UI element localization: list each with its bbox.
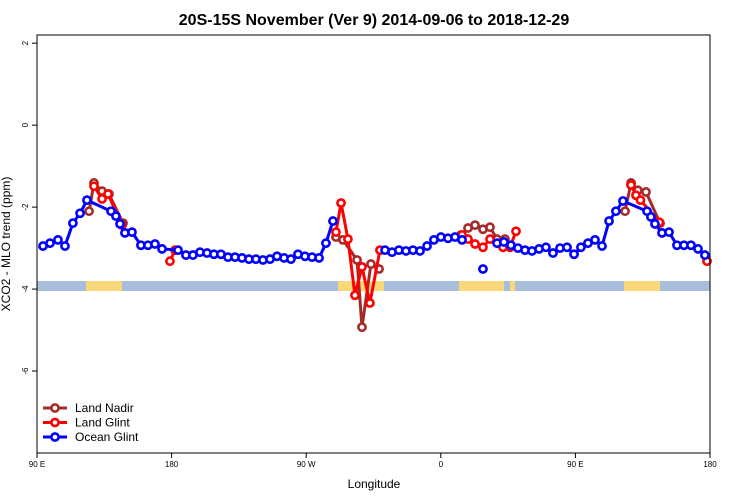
x-tick-label: 180: [165, 460, 179, 469]
point: [336, 198, 346, 208]
point: [111, 211, 121, 222]
point: [569, 249, 579, 260]
point: [485, 234, 495, 244]
point: [650, 219, 660, 229]
point: [485, 222, 495, 233]
land-band: [510, 281, 515, 291]
point: [150, 239, 160, 249]
y-tick-label: -4: [21, 285, 30, 293]
legend-marker: [50, 432, 60, 442]
land-band: [86, 281, 122, 291]
x-tick-label: 90 E: [29, 460, 45, 469]
point: [365, 298, 375, 308]
point: [618, 196, 628, 206]
y-tick-label: 0: [21, 122, 30, 127]
point: [350, 290, 360, 301]
legend-marker: [50, 403, 60, 413]
point: [45, 238, 55, 249]
point: [331, 227, 341, 238]
point: [422, 241, 432, 251]
point: [641, 187, 651, 197]
point: [646, 212, 656, 222]
point: [343, 234, 353, 244]
point: [314, 253, 324, 263]
point: [511, 226, 521, 237]
point: [60, 241, 70, 251]
point: [53, 235, 63, 245]
plot-frame: [36, 34, 711, 454]
point: [157, 244, 167, 254]
point: [541, 242, 551, 253]
point: [366, 259, 376, 269]
y-axis-label: XCO2 - MLO trend (ppm): [0, 177, 13, 312]
point: [75, 208, 85, 219]
x-tick-label: 90 W: [297, 460, 316, 469]
legend-label: Land Nadir: [75, 401, 134, 415]
y-tick-label: -2: [21, 203, 30, 211]
point: [286, 254, 296, 265]
point: [328, 216, 338, 226]
land-band: [624, 281, 660, 291]
legend-marker: [50, 417, 60, 428]
point: [115, 219, 125, 229]
land-band: [459, 281, 504, 291]
x-tick-label: 180: [703, 460, 717, 469]
point: [664, 227, 674, 238]
surface-band: [37, 281, 710, 291]
point: [693, 244, 703, 254]
point: [352, 255, 362, 265]
point: [635, 195, 646, 206]
point: [597, 241, 607, 251]
x-tick-label: 90 E: [567, 460, 583, 469]
point: [357, 322, 367, 333]
point: [457, 235, 467, 245]
point: [604, 216, 614, 226]
legend-label: Ocean Glint: [75, 430, 139, 444]
point: [562, 242, 572, 253]
point: [470, 239, 480, 249]
point: [700, 250, 710, 260]
point: [103, 189, 113, 199]
x-axis-label: Longitude: [348, 477, 401, 491]
point: [686, 240, 696, 251]
point: [470, 220, 480, 231]
legend-label: Land Glint: [75, 416, 130, 430]
x-tick-label: 0: [439, 460, 444, 469]
point: [415, 246, 425, 256]
point: [173, 245, 183, 256]
point: [620, 206, 630, 217]
point: [626, 180, 636, 190]
point: [127, 227, 137, 238]
point: [321, 238, 331, 249]
point: [548, 248, 558, 258]
point: [82, 195, 92, 206]
point: [89, 181, 99, 192]
point: [590, 235, 600, 245]
y-tick-label: 2: [21, 40, 30, 45]
land-band: [338, 281, 384, 291]
point: [357, 262, 367, 272]
point: [611, 206, 621, 217]
point: [576, 242, 586, 253]
point: [67, 218, 78, 228]
point: [165, 256, 175, 267]
point: [478, 242, 488, 253]
chart-title: 20S-15S November (Ver 9) 2014-09-06 to 2…: [179, 12, 570, 29]
point: [84, 206, 94, 217]
point: [478, 264, 488, 274]
point: [97, 194, 107, 204]
y-tick-label: -6: [21, 367, 30, 375]
